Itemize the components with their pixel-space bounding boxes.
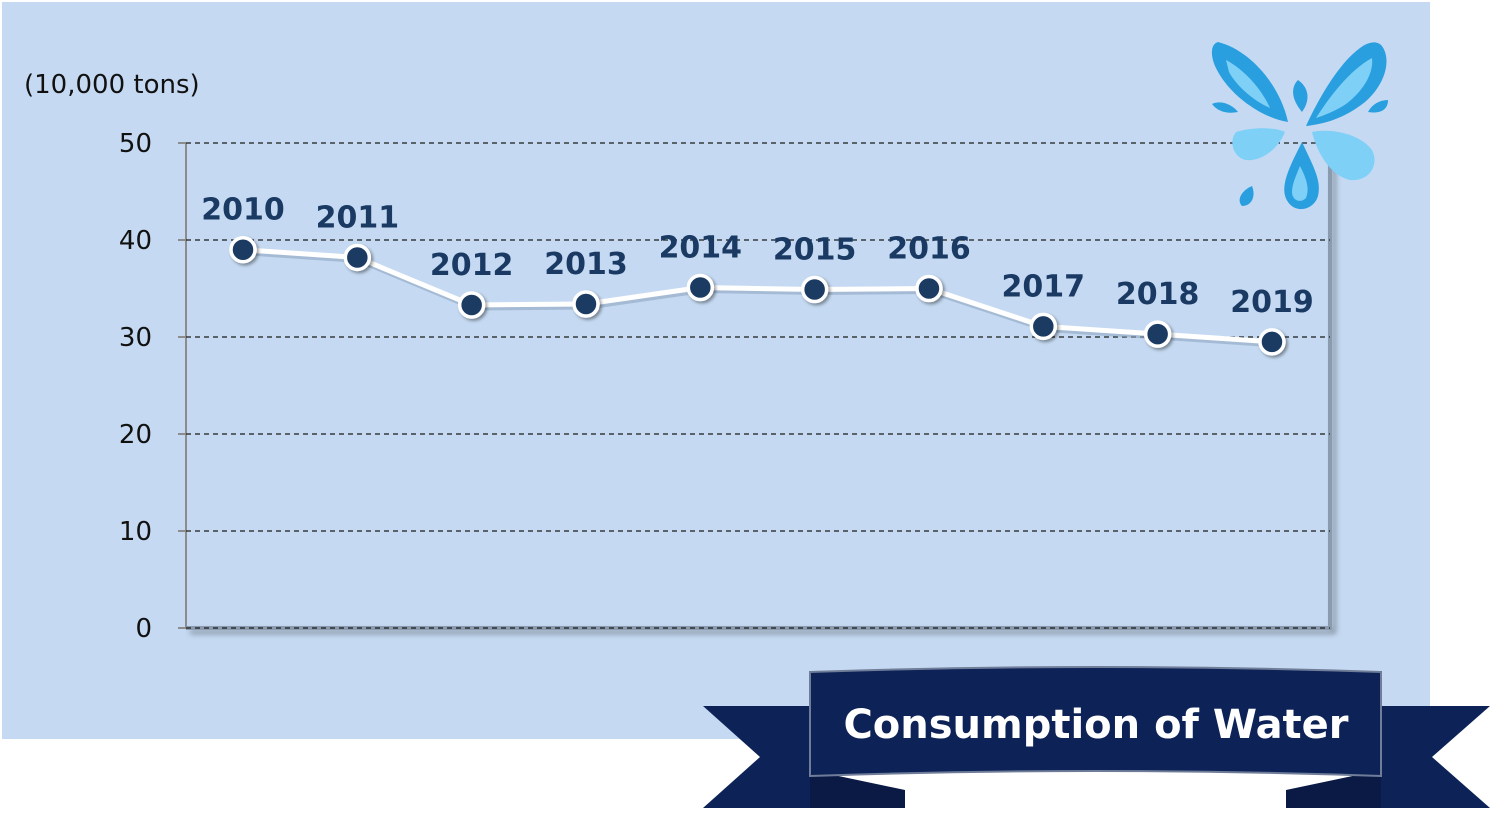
ribbon-right-tail bbox=[1381, 706, 1490, 808]
data-point-2013 bbox=[572, 290, 600, 318]
title-ribbon: Consumption of Water bbox=[703, 666, 1490, 808]
drop-left-highlight-icon bbox=[1226, 60, 1270, 108]
data-point-2014 bbox=[686, 273, 715, 302]
drop-lower-left-icon bbox=[1232, 128, 1285, 161]
data-label-2017: 2017 bbox=[1002, 269, 1086, 304]
data-point-2018 bbox=[1143, 320, 1172, 348]
drop-lower-right-icon bbox=[1312, 130, 1375, 181]
data-label-2010: 2010 bbox=[201, 193, 285, 228]
ribbon-left-fold bbox=[810, 770, 905, 808]
ribbon-main-band bbox=[809, 666, 1382, 778]
drop-small-right-icon bbox=[1368, 100, 1388, 113]
y-tick-label: 50 bbox=[119, 129, 152, 159]
ribbon-left-tail bbox=[703, 706, 810, 808]
data-point-2016 bbox=[915, 274, 943, 303]
data-label-2013: 2013 bbox=[544, 247, 628, 282]
y-tick-label: 30 bbox=[119, 323, 152, 353]
data-point-2017 bbox=[1029, 312, 1058, 341]
data-labels: 2010 2011 2012 2013 2014 2015 2016 2017 2018 2019 bbox=[201, 193, 1313, 320]
series-line-layer bbox=[242, 247, 1275, 348]
chart-background-panel bbox=[2, 2, 1430, 739]
data-label-2012: 2012 bbox=[430, 248, 514, 283]
water-splash-icon bbox=[1211, 42, 1388, 210]
data-point-2010 bbox=[229, 235, 257, 264]
y-axis-label: (10,000 tons) bbox=[24, 70, 200, 100]
drop-center-icon bbox=[1293, 80, 1308, 112]
data-label-2015: 2015 bbox=[773, 232, 857, 267]
drop-tiny-icon bbox=[1239, 186, 1254, 206]
data-label-2018: 2018 bbox=[1116, 277, 1200, 312]
y-axis-ticks: 0 10 20 30 40 50 bbox=[119, 129, 186, 644]
data-points bbox=[229, 235, 1286, 356]
gridlines bbox=[186, 142, 1330, 629]
data-point-2011 bbox=[343, 243, 372, 272]
drop-right-highlight-icon bbox=[1316, 58, 1373, 118]
data-point-2019 bbox=[1258, 328, 1286, 356]
data-point-2012 bbox=[457, 291, 486, 319]
data-label-2014: 2014 bbox=[659, 231, 743, 266]
chart-title: Consumption of Water bbox=[843, 702, 1348, 748]
data-point-2015 bbox=[800, 275, 829, 304]
data-label-2019: 2019 bbox=[1230, 285, 1314, 320]
y-tick-label: 0 bbox=[135, 614, 152, 644]
drop-small-left-icon bbox=[1212, 102, 1238, 113]
drop-bottom-highlight-icon bbox=[1292, 166, 1308, 201]
data-label-2016: 2016 bbox=[887, 232, 971, 267]
y-tick-label: 20 bbox=[119, 420, 152, 450]
data-label-2011: 2011 bbox=[316, 200, 400, 235]
ribbon-right-fold bbox=[1286, 770, 1381, 808]
y-tick-label: 40 bbox=[119, 226, 152, 256]
y-tick-label: 10 bbox=[119, 517, 152, 547]
series-line bbox=[242, 247, 1273, 345]
